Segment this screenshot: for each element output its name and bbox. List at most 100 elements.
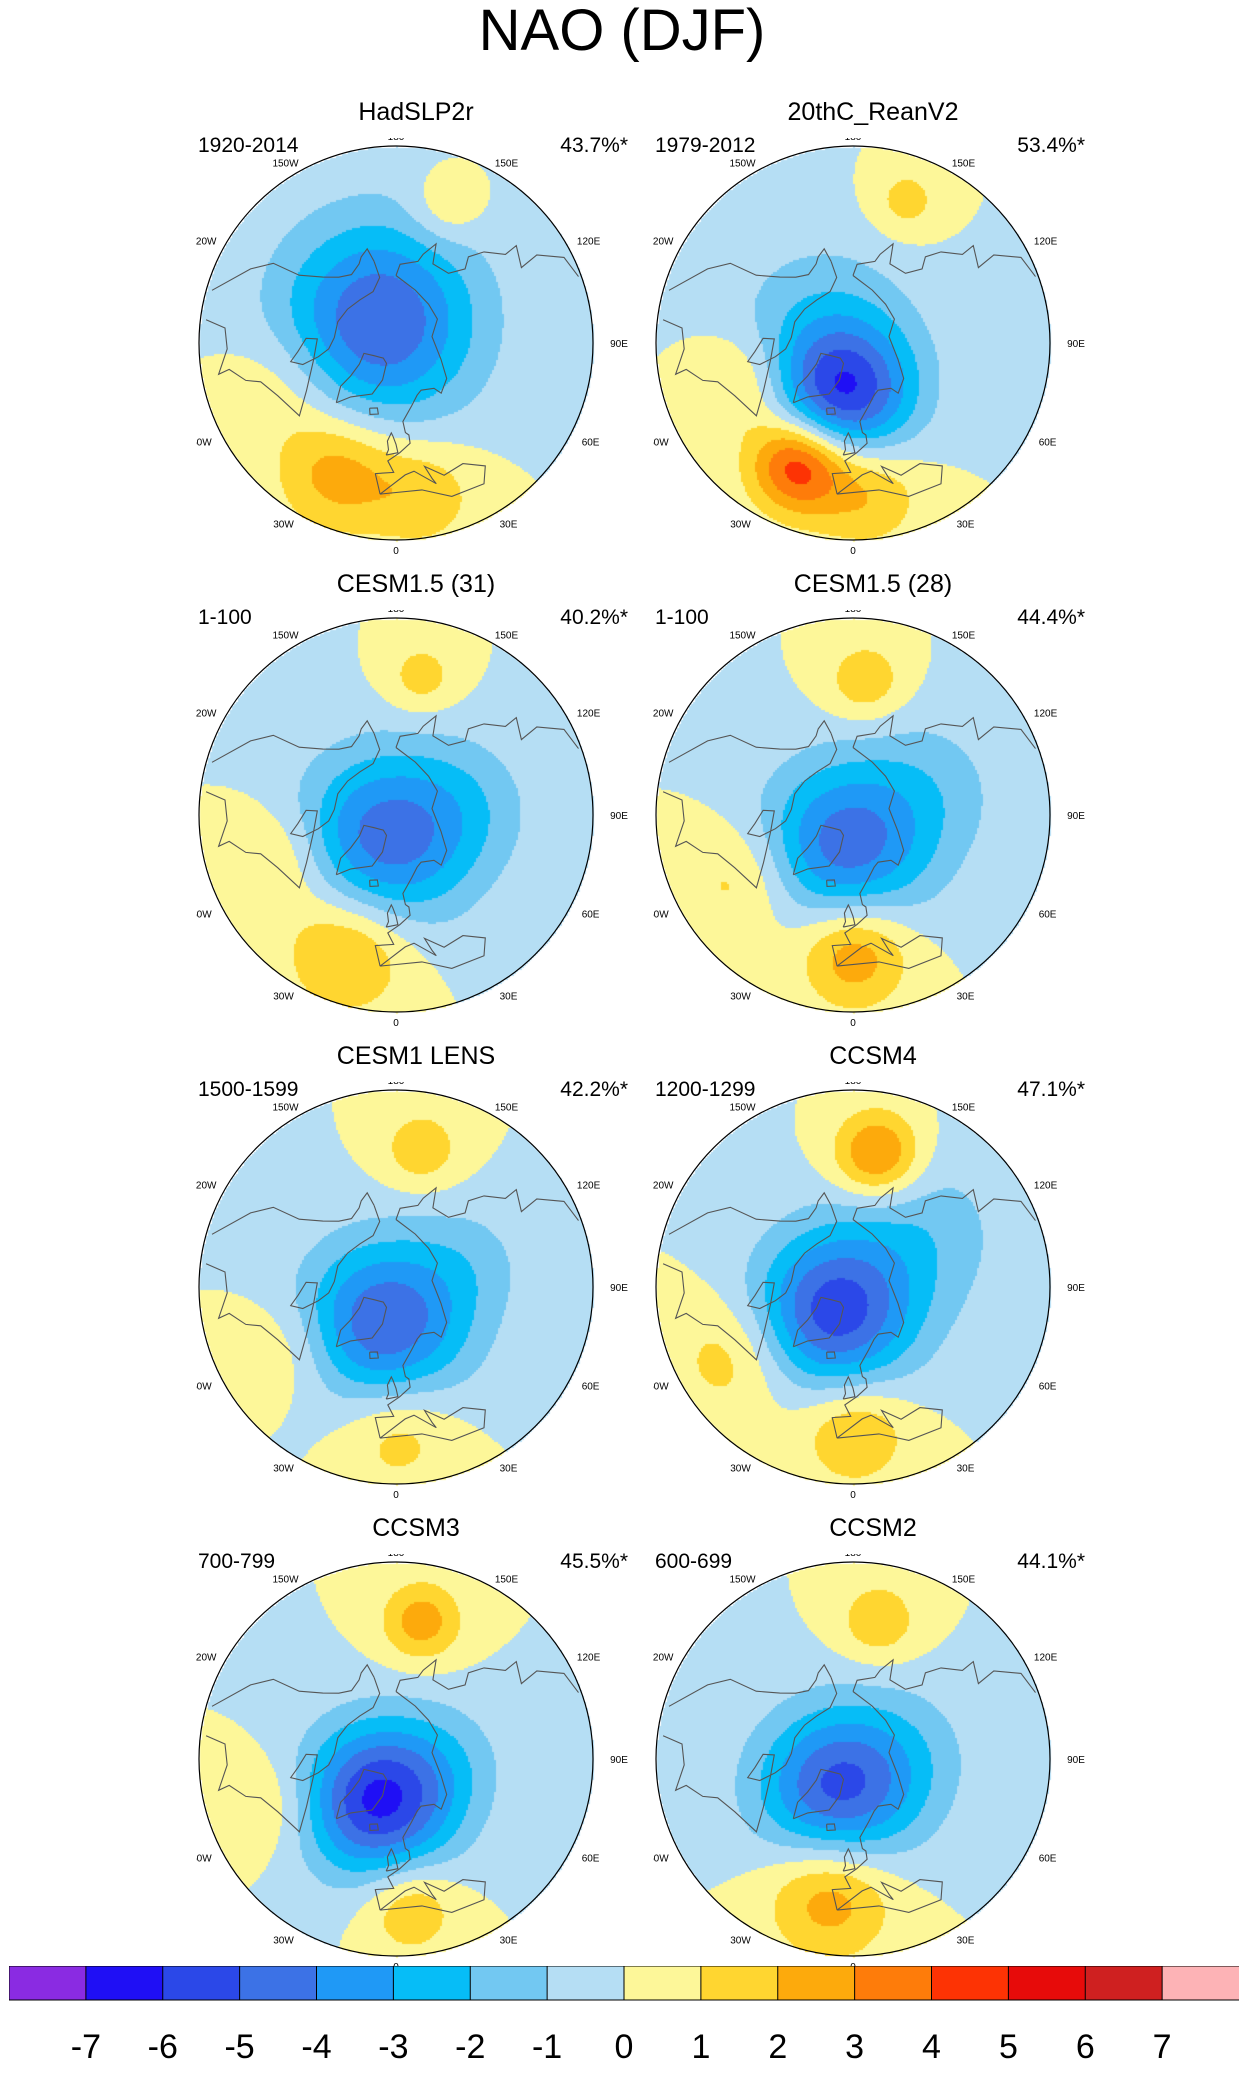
longitude-label: 60W	[653, 1382, 669, 1393]
coastline	[395, 714, 579, 749]
panel-title: 20thC_ReanV2	[787, 98, 959, 126]
map-panel: HadSLP2r1920-201443.7%*030E60E90E120E150…	[196, 100, 636, 570]
longitude-label: 0	[850, 1018, 856, 1029]
map-panel: CESM1.5 (28)1-10044.4%*030E60E90E120E150…	[653, 572, 1093, 1042]
longitude-label: 120W	[196, 709, 217, 720]
coastline	[385, 1375, 399, 1400]
longitude-label: 120E	[577, 1653, 601, 1664]
coastline	[395, 242, 579, 277]
colorbar-segment	[854, 1966, 933, 2001]
coastline	[205, 1677, 381, 1833]
polar-map: 030E60E90E120E150E180150W120W90W60W30W	[196, 138, 636, 558]
coastline	[374, 275, 448, 495]
colorbar-tick-label: -1	[532, 2028, 562, 2066]
coastline	[379, 1879, 486, 1913]
colorbar-tick-label: 7	[1153, 2028, 1172, 2066]
colorbar-tick-label: -3	[378, 2028, 408, 2066]
longitude-label: 180	[845, 138, 862, 143]
coastline	[836, 463, 943, 497]
longitude-label: 30W	[273, 520, 294, 531]
polar-map: 030E60E90E120E150E180150W120W90W60W30W	[653, 138, 1093, 558]
longitude-label: 120E	[1034, 1653, 1058, 1664]
colorbar-segment	[85, 1966, 164, 2001]
longitude-label: 30E	[957, 1936, 975, 1947]
longitude-label: 150W	[272, 1574, 299, 1585]
coastline	[211, 719, 375, 763]
longitude-label: 150E	[952, 158, 976, 169]
anomaly-field	[653, 1554, 1093, 1974]
coastline	[369, 1351, 379, 1359]
map-panel: CESM1 LENS1500-159942.2%*030E60E90E120E1…	[196, 1044, 636, 1514]
coastline	[852, 714, 1036, 749]
map-boundary	[655, 617, 1051, 1013]
longitude-label: 30E	[500, 992, 518, 1003]
longitude-label: 180	[845, 1554, 862, 1559]
polar-map: 030E60E90E120E150E180150W120W90W60W30W	[196, 1554, 636, 1974]
longitude-label: 180	[845, 610, 862, 615]
longitude-label: 30W	[273, 1464, 294, 1475]
coastline	[842, 1847, 856, 1872]
longitude-label: 180	[388, 610, 405, 615]
longitude-label: 60E	[1039, 1854, 1057, 1865]
map-boundary	[198, 145, 594, 541]
colorbar-segment	[392, 1966, 472, 2001]
coastline	[211, 1191, 375, 1235]
coastline	[369, 1823, 379, 1831]
longitude-label: 60W	[653, 438, 669, 449]
colorbar-segment	[546, 1966, 626, 2001]
coastline	[852, 242, 1036, 277]
colorbar-tick-label: 6	[1076, 2028, 1095, 2066]
coastline	[852, 1186, 1036, 1221]
longitude-label: 90E	[1067, 339, 1085, 350]
panel-title: CESM1 LENS	[336, 1042, 496, 1070]
longitude-label: 60E	[582, 1382, 600, 1393]
longitude-label: 90E	[610, 1283, 628, 1294]
colorbar-tick-label: -2	[455, 2028, 485, 2066]
longitude-label: 30E	[500, 1936, 518, 1947]
map-panel: CCSM41200-129947.1%*030E60E90E120E150E18…	[653, 1044, 1093, 1514]
longitude-label: 60E	[582, 1854, 600, 1865]
colorbar-segment	[9, 1966, 87, 2001]
coastline	[395, 1186, 579, 1221]
coastline	[668, 719, 832, 763]
coastline	[395, 1658, 579, 1693]
coastline	[211, 1663, 375, 1707]
coastline	[379, 463, 486, 497]
panel-title: CCSM3	[372, 1514, 460, 1542]
longitude-label: 30W	[273, 992, 294, 1003]
coastline	[668, 1191, 832, 1235]
longitude-label: 90E	[1067, 1283, 1085, 1294]
longitude-label: 60E	[582, 910, 600, 921]
colorbar-tick-label: -7	[71, 2028, 101, 2066]
colorbar-tick-label: -6	[148, 2028, 178, 2066]
coastline	[792, 352, 845, 404]
coastline	[668, 1663, 832, 1707]
coastline	[385, 1847, 399, 1872]
colorbar-tick-label: 0	[615, 2028, 634, 2066]
longitude-label: 120W	[653, 709, 674, 720]
anomaly-field	[653, 138, 1093, 558]
longitude-label: 60W	[196, 1854, 212, 1865]
longitude-label: 150E	[952, 1574, 976, 1585]
longitude-label: 60W	[653, 1854, 669, 1865]
polar-map: 030E60E90E120E150E180150W120W90W60W30W	[653, 1554, 1093, 1974]
coastline	[335, 352, 388, 404]
colorbar-segment	[316, 1966, 395, 2001]
longitude-label: 30W	[730, 1936, 751, 1947]
longitude-label: 90E	[610, 339, 628, 350]
colorbar-segment	[700, 1966, 779, 2001]
map-panel: CCSM2600-69944.1%*030E60E90E120E150E1801…	[653, 1516, 1093, 1986]
longitude-label: 120E	[577, 709, 601, 720]
colorbar-segment	[162, 1966, 241, 2001]
longitude-label: 150E	[495, 1574, 519, 1585]
longitude-label: 150E	[495, 630, 519, 641]
longitude-label: 90E	[1067, 811, 1085, 822]
polar-map: 030E60E90E120E150E180150W120W90W60W30W	[653, 1082, 1093, 1502]
coastline	[668, 247, 832, 291]
coastline	[374, 1219, 448, 1439]
coastline	[836, 1879, 943, 1913]
figure-title: NAO (DJF)	[478, 0, 766, 63]
longitude-label: 150W	[729, 1102, 756, 1113]
longitude-label: 120E	[1034, 1181, 1058, 1192]
colorbar-segment	[239, 1966, 318, 2001]
